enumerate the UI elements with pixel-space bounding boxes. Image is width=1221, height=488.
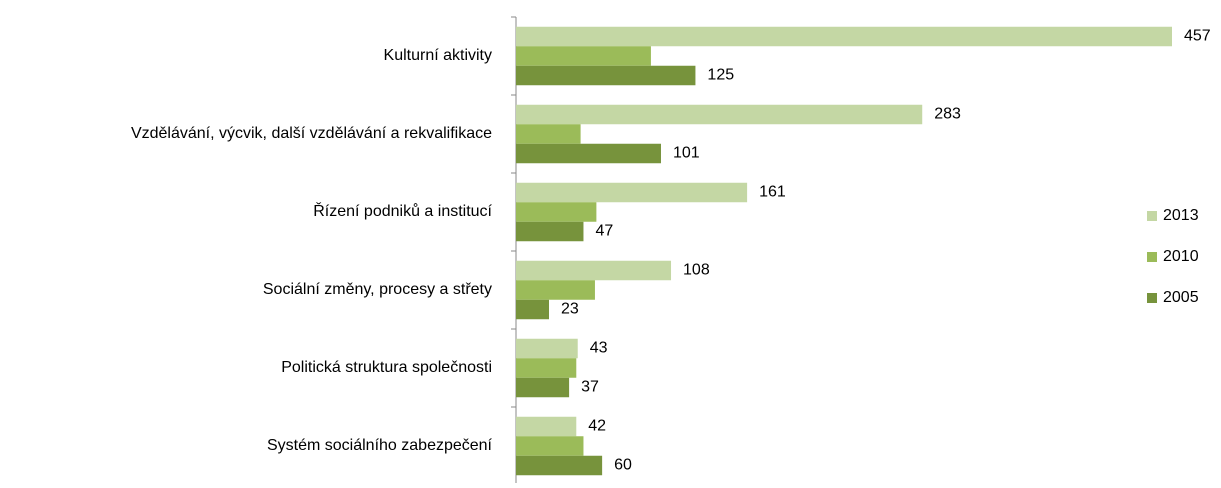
data-label: 283 bbox=[934, 106, 961, 123]
bar bbox=[516, 65, 696, 86]
data-label: 43 bbox=[590, 340, 608, 357]
legend-swatch bbox=[1147, 211, 1157, 221]
legend-label: 2013 bbox=[1163, 207, 1199, 224]
data-label: 161 bbox=[759, 184, 786, 201]
bar bbox=[516, 299, 550, 320]
legend-swatch bbox=[1147, 252, 1157, 262]
category-label: Systém sociálního zabezpečení bbox=[267, 437, 493, 454]
data-label: 108 bbox=[683, 262, 710, 279]
data-label: 37 bbox=[581, 379, 599, 396]
bar bbox=[516, 260, 672, 281]
bar bbox=[516, 46, 651, 66]
data-label: 47 bbox=[595, 223, 613, 240]
bar bbox=[516, 104, 923, 125]
bar bbox=[516, 280, 595, 300]
legend-label: 2005 bbox=[1163, 289, 1199, 306]
data-label: 457 bbox=[1184, 28, 1211, 45]
category-label: Kulturní aktivity bbox=[384, 47, 492, 64]
category-label: Politická struktura společnosti bbox=[281, 359, 492, 376]
bar bbox=[516, 377, 570, 398]
data-label: 23 bbox=[561, 301, 579, 318]
bar bbox=[516, 182, 748, 203]
data-label: 42 bbox=[588, 418, 606, 435]
data-label: 101 bbox=[673, 145, 700, 162]
data-label: 60 bbox=[614, 457, 632, 474]
bar bbox=[516, 221, 584, 242]
legend-label: 2010 bbox=[1163, 248, 1199, 265]
bar bbox=[516, 26, 1172, 47]
bar bbox=[516, 338, 578, 359]
legend-swatch bbox=[1147, 293, 1157, 303]
bar bbox=[516, 416, 577, 437]
data-label: 125 bbox=[707, 67, 734, 84]
category-label: Sociální změny, procesy a střety bbox=[263, 281, 492, 298]
category-label: Vzdělávání, výcvik, další vzdělávání a r… bbox=[131, 125, 492, 142]
bar bbox=[516, 143, 661, 164]
category-label: Řízení podniků a institucí bbox=[313, 201, 492, 220]
bar bbox=[516, 124, 581, 144]
bar bbox=[516, 455, 603, 476]
bar bbox=[516, 436, 584, 456]
bar bbox=[516, 202, 597, 222]
bar bbox=[516, 358, 577, 378]
